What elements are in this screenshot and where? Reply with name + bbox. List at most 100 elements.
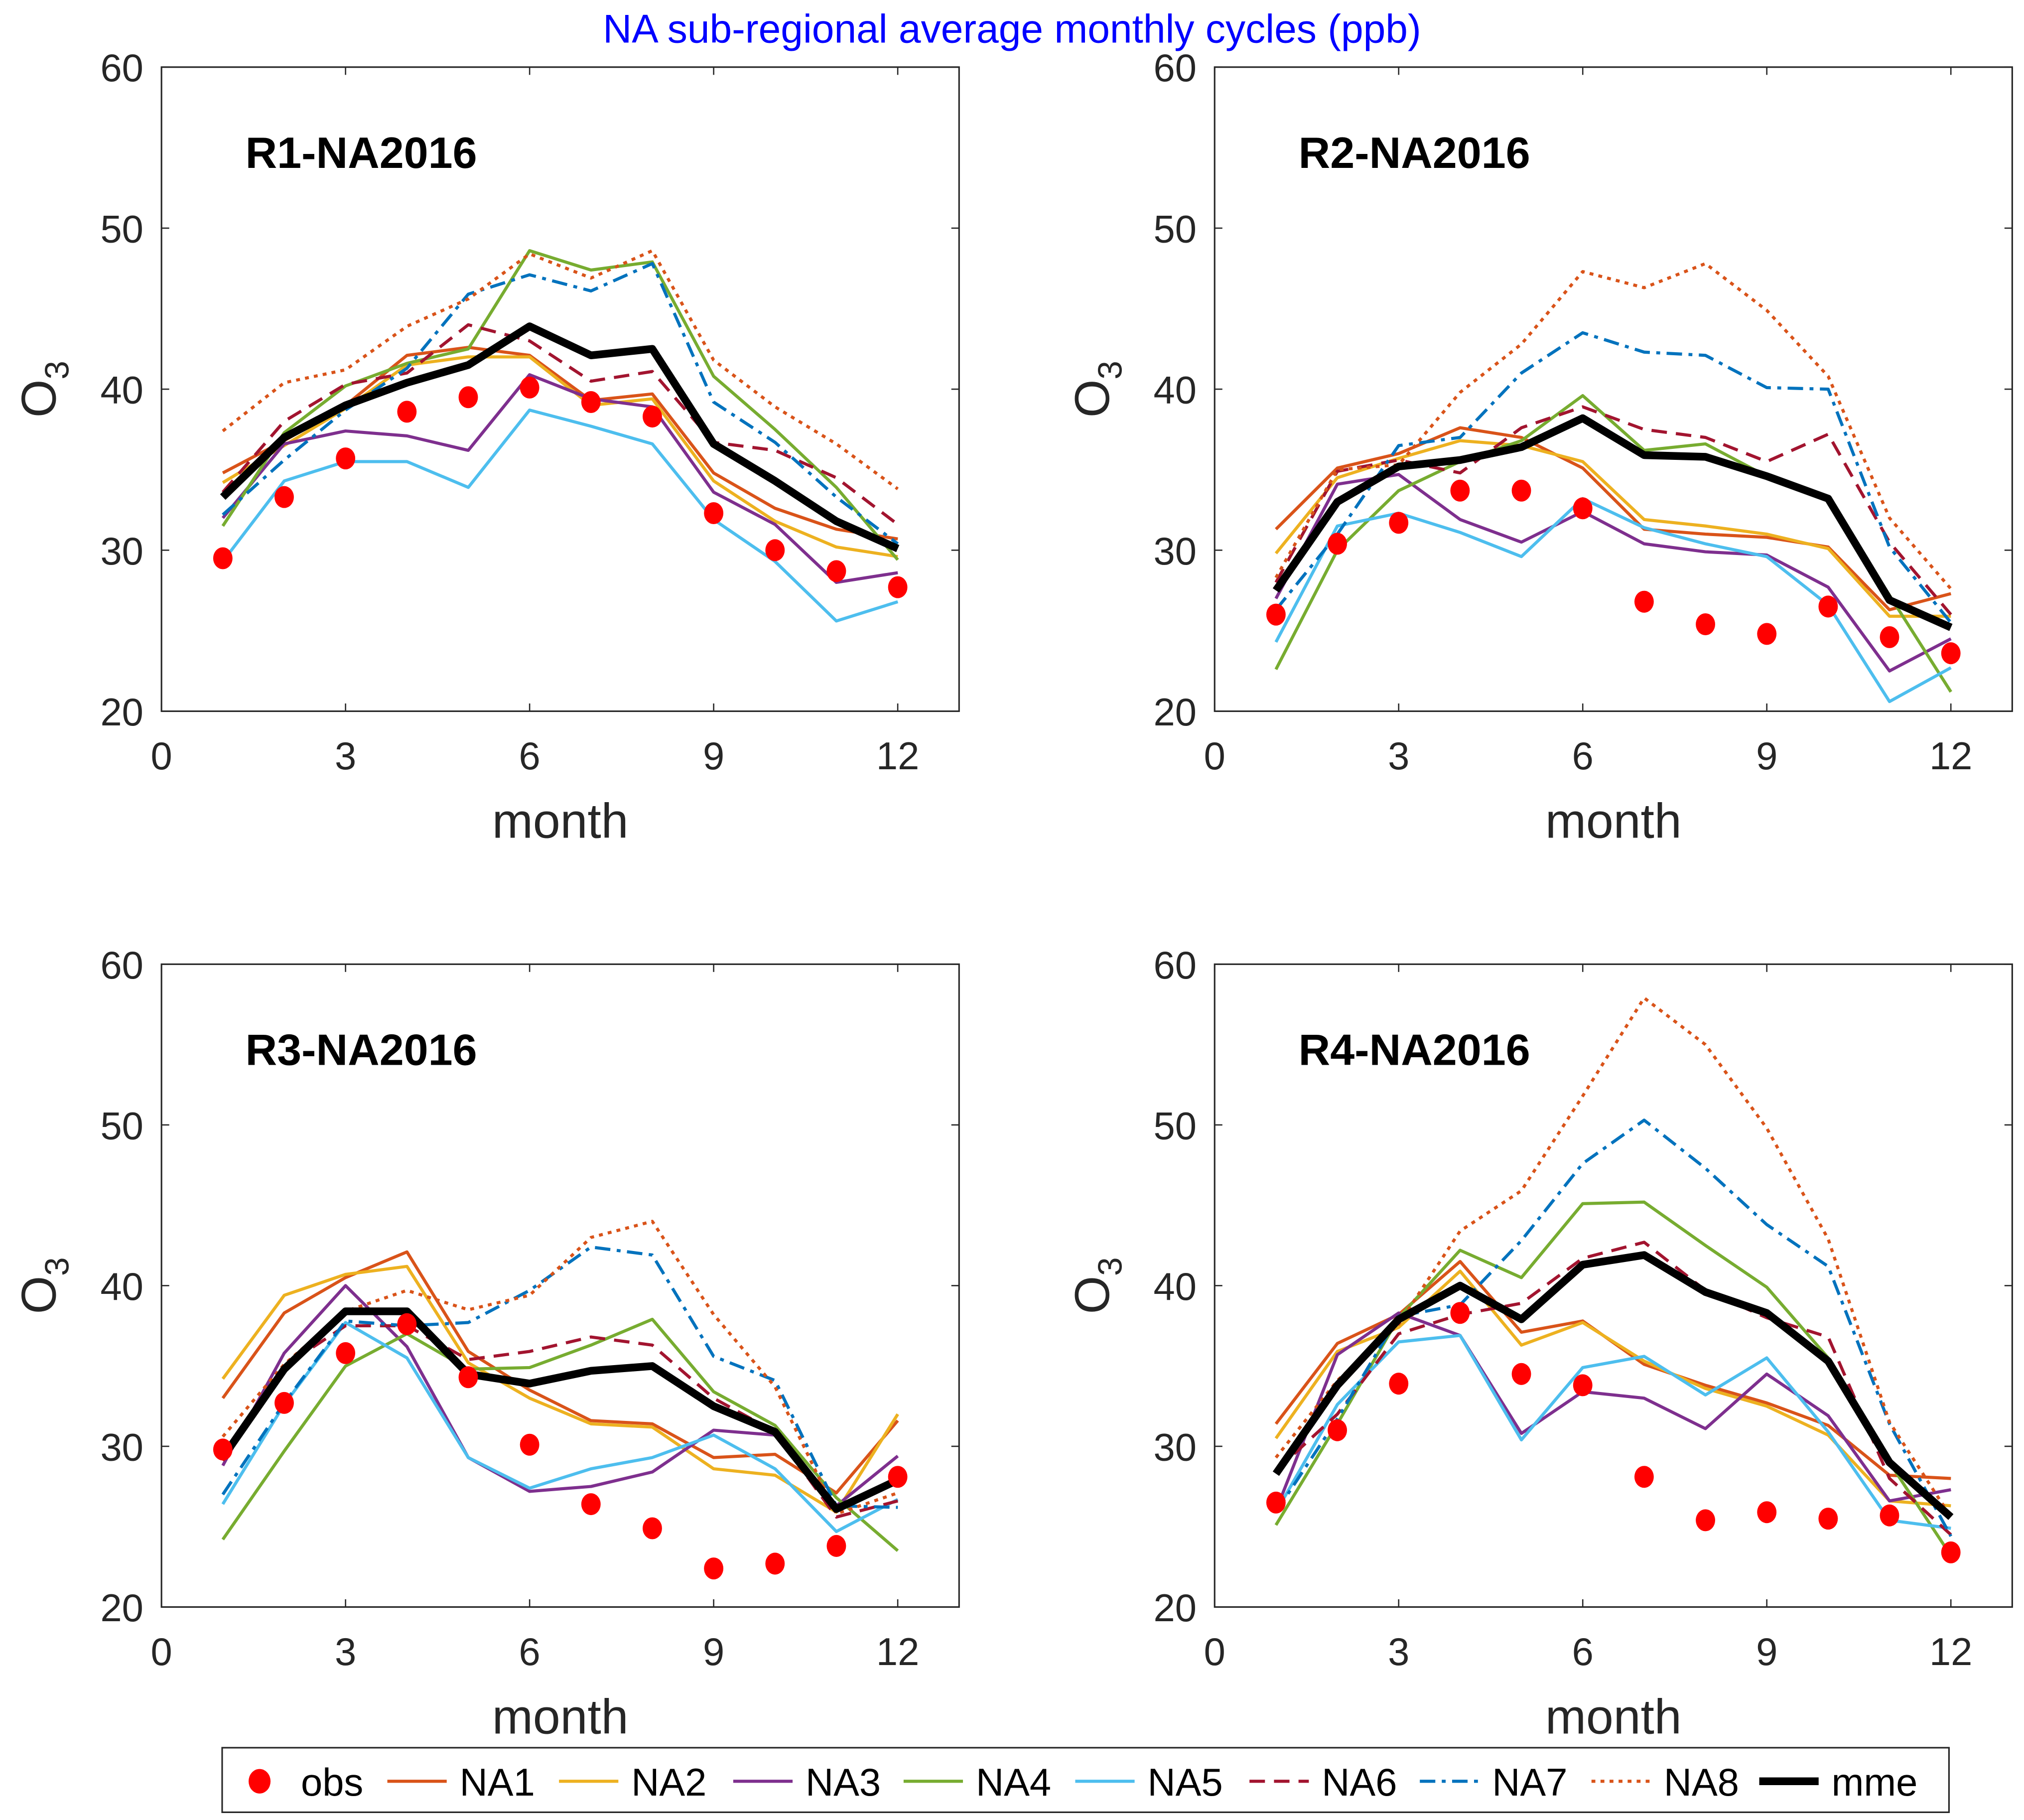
obs-point — [826, 560, 846, 582]
obs-point — [213, 1438, 233, 1461]
subplot-title: R4-NA2016 — [1299, 1025, 1530, 1074]
legend-item-mme: mme — [1759, 1761, 1918, 1804]
obs-point — [1450, 479, 1470, 502]
x-tick-label: 3 — [1388, 1631, 1409, 1674]
obs-point — [1696, 1509, 1715, 1532]
legend-label: NA5 — [1148, 1761, 1223, 1804]
x-tick-label: 12 — [876, 1631, 919, 1674]
series-line-na4 — [221, 1317, 899, 1552]
y-tick-label: 60 — [1154, 944, 1197, 987]
series-line-na6 — [221, 323, 899, 526]
obs-point — [1511, 1363, 1531, 1385]
x-tick-label: 9 — [703, 1631, 724, 1674]
obs-point — [1389, 512, 1409, 534]
x-axis-label: month — [1545, 1689, 1682, 1744]
obs-point — [213, 547, 233, 569]
legend-item-na1: NA1 — [387, 1761, 535, 1804]
series-line-mme — [220, 322, 900, 553]
obs-point — [1880, 626, 1899, 648]
series-obs — [213, 1313, 908, 1580]
obs-point — [520, 1433, 540, 1456]
legend-marker-obs — [249, 1769, 271, 1794]
y-tick-label: 20 — [100, 1587, 143, 1630]
obs-point — [1511, 479, 1531, 502]
legend-label: mme — [1832, 1761, 1918, 1804]
series-line-na5 — [1274, 497, 1952, 703]
obs-point — [1880, 1504, 1899, 1527]
series-line-na5 — [221, 408, 899, 623]
obs-point — [704, 502, 724, 525]
y-tick-label: 20 — [1154, 691, 1197, 734]
series-line-na1 — [221, 1250, 899, 1495]
subplot-2: 0 3 6 9 12 20 30 40 50 60 month O3 R2-NA2016 — [1065, 47, 2013, 848]
obs-point — [643, 1517, 662, 1540]
series-line-na3 — [221, 373, 898, 584]
y-tick-label: 30 — [100, 530, 143, 573]
x-tick-label: 0 — [151, 1631, 172, 1674]
x-tick-label: 12 — [1929, 1631, 1972, 1674]
y-tick-label: 60 — [1154, 47, 1197, 90]
y-tick-label: 60 — [100, 47, 143, 90]
x-tick-label: 3 — [335, 735, 356, 778]
obs-point — [1696, 613, 1715, 636]
series-line-mme — [219, 1307, 900, 1513]
axes-box — [160, 66, 960, 712]
x-tick-label: 3 — [1388, 735, 1409, 778]
x-axis-label: month — [1545, 793, 1682, 848]
obs-point — [581, 1493, 601, 1516]
obs-point — [1389, 1373, 1409, 1395]
legend-item-na7: NA7 — [1420, 1761, 1567, 1804]
y-tick-label: 40 — [100, 369, 143, 412]
series-line-na8 — [222, 249, 899, 490]
obs-point — [336, 1342, 356, 1364]
obs-point — [1328, 533, 1348, 555]
x-tick-label: 6 — [1572, 735, 1594, 778]
obs-point — [274, 1392, 294, 1414]
obs-point — [888, 1466, 908, 1488]
y-axis-label: O3 — [11, 361, 76, 418]
legend-item-na4: NA4 — [903, 1761, 1051, 1804]
obs-point — [274, 486, 294, 508]
obs-point — [1450, 1302, 1470, 1324]
x-tick-label: 9 — [703, 735, 724, 778]
obs-point — [458, 1366, 478, 1389]
y-tick-label: 40 — [1154, 369, 1197, 412]
obs-point — [1818, 595, 1838, 618]
series-line-na7 — [221, 1245, 898, 1509]
obs-point — [336, 447, 356, 470]
obs-point — [1573, 497, 1593, 520]
y-tick-label: 20 — [1154, 1587, 1197, 1630]
x-tick-label: 6 — [519, 1631, 540, 1674]
obs-point — [826, 1535, 846, 1557]
y-tick-label: 50 — [1154, 1105, 1197, 1147]
subplot-title: R1-NA2016 — [246, 128, 477, 177]
legend-label: NA3 — [806, 1761, 881, 1804]
y-tick-label: 30 — [100, 1426, 143, 1469]
subplot-title: R3-NA2016 — [246, 1025, 477, 1074]
obs-point — [397, 401, 417, 423]
obs-point — [643, 406, 662, 428]
legend-label: NA7 — [1492, 1761, 1567, 1804]
series-obs — [213, 376, 908, 598]
x-tick-label: 9 — [1756, 735, 1777, 778]
obs-point — [765, 1552, 785, 1575]
series-obs — [1266, 1302, 1961, 1563]
series-line-na1 — [1275, 426, 1952, 611]
x-tick-label: 0 — [151, 735, 172, 778]
series-line-na8 — [221, 1220, 899, 1516]
x-tick-label: 0 — [1204, 1631, 1225, 1674]
obs-point — [1757, 1501, 1777, 1524]
legend-item-na8: NA8 — [1591, 1761, 1739, 1804]
obs-point — [1757, 623, 1777, 645]
y-tick-label: 40 — [1154, 1265, 1197, 1308]
legend-label: NA4 — [976, 1761, 1051, 1804]
obs-point — [1266, 603, 1286, 626]
obs-point — [397, 1313, 417, 1335]
legend-item-na5: NA5 — [1075, 1761, 1223, 1804]
x-axis-label: month — [492, 793, 629, 848]
x-tick-label: 9 — [1756, 1631, 1777, 1674]
obs-point — [765, 539, 785, 561]
y-tick-label: 50 — [100, 208, 143, 251]
